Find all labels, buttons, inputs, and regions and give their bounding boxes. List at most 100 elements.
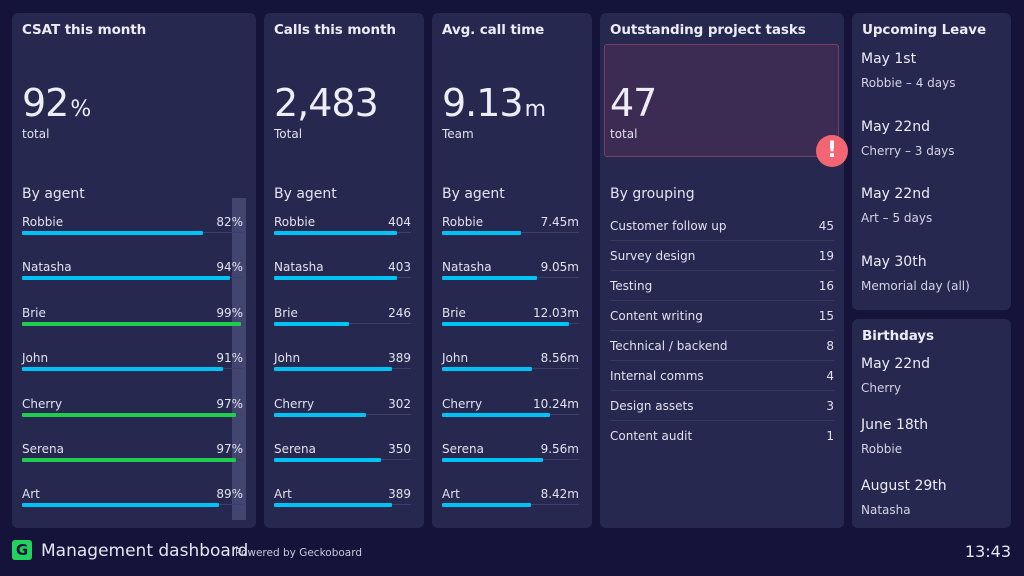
agent-value: 404 bbox=[388, 215, 411, 229]
item-date: June 18th bbox=[861, 417, 929, 433]
birthday-item: June 18th Robbie bbox=[861, 417, 928, 456]
bar-fill bbox=[274, 412, 366, 417]
avg-call-value: 9.13m bbox=[442, 81, 547, 125]
agent-value: 94% bbox=[216, 260, 243, 275]
panel-title: Upcoming Leave bbox=[862, 22, 986, 38]
agent-name: John bbox=[22, 351, 49, 366]
bar-row: Robbie 7.45m bbox=[442, 215, 579, 235]
group-row: Technical / backend 8 bbox=[610, 331, 834, 361]
group-name: Internal comms bbox=[610, 368, 704, 383]
csat-value: 92% bbox=[22, 81, 92, 125]
agent-name: Cherry bbox=[274, 396, 315, 411]
bar-row: Brie 12.03m bbox=[442, 306, 579, 326]
exclamation-icon: ! bbox=[816, 135, 848, 167]
csat-unit: % bbox=[70, 97, 92, 122]
bar-fill bbox=[274, 503, 393, 508]
agent-value: 97% bbox=[216, 396, 243, 411]
group-value: 16 bbox=[818, 278, 834, 293]
panel-title: CSAT this month bbox=[22, 22, 147, 38]
avg-call-sub: Team bbox=[442, 127, 474, 141]
bar-row: Robbie 404 bbox=[274, 215, 411, 235]
agent-name: Robbie bbox=[442, 215, 484, 229]
agent-value: 8.42m bbox=[540, 487, 579, 502]
agent-value: 389 bbox=[388, 351, 411, 366]
bar-row: Cherry 10.24m bbox=[442, 397, 579, 417]
panel-title: Calls this month bbox=[274, 22, 396, 38]
bar-fill bbox=[22, 367, 224, 372]
leave-item: May 22nd Art – 5 days bbox=[861, 186, 932, 225]
agent-value: 9.56m bbox=[540, 442, 579, 456]
bar-row: Art 389 bbox=[274, 487, 411, 508]
csat-sub: total bbox=[22, 127, 50, 141]
bar-fill bbox=[442, 412, 550, 417]
bar-row: John 8.56m bbox=[442, 351, 579, 372]
bar-row: Brie 99% bbox=[22, 306, 243, 326]
item-date: May 30th bbox=[861, 253, 927, 270]
birthday-item: August 29th Natasha bbox=[861, 478, 947, 517]
agent-value: 99% bbox=[216, 305, 243, 320]
group-value: 4 bbox=[826, 368, 834, 383]
group-name: Testing bbox=[610, 278, 653, 293]
section-label: By agent bbox=[442, 186, 505, 202]
geckoboard-logo-icon: G bbox=[12, 540, 32, 560]
bar-fill bbox=[274, 367, 393, 372]
agent-value: 403 bbox=[388, 260, 411, 275]
bar-fill bbox=[274, 231, 397, 235]
panel-title: Outstanding project tasks bbox=[610, 22, 806, 38]
agent-name: Natasha bbox=[442, 260, 492, 275]
tasks-value: 47 bbox=[610, 81, 657, 125]
bar-fill bbox=[274, 321, 349, 326]
agent-name: John bbox=[442, 351, 469, 366]
agent-value: 350 bbox=[388, 442, 411, 456]
bar-fill bbox=[442, 458, 543, 462]
agent-value: 389 bbox=[388, 487, 411, 502]
item-description: Cherry – 3 days bbox=[861, 143, 955, 158]
bar-row: Art 8.42m bbox=[442, 487, 579, 508]
agent-value: 91% bbox=[216, 351, 243, 366]
bar-row: John 389 bbox=[274, 351, 411, 372]
item-date: May 1st bbox=[861, 51, 917, 67]
leave-item: May 22nd Cherry – 3 days bbox=[861, 119, 955, 158]
agent-value: 246 bbox=[388, 305, 411, 320]
tasks-panel: Outstanding project tasks 47 total ! By … bbox=[600, 13, 848, 528]
agent-value: 8.56m bbox=[540, 351, 579, 366]
group-name: Content writing bbox=[610, 308, 703, 323]
bar-row: Art 89% bbox=[22, 487, 243, 508]
bar-row: Robbie 82% bbox=[22, 215, 243, 235]
agent-name: Natasha bbox=[22, 260, 72, 275]
bar-row: Cherry 302 bbox=[274, 397, 411, 417]
agent-name: Brie bbox=[274, 305, 298, 320]
item-description: Robbie – 4 days bbox=[861, 76, 956, 90]
agent-value: 89% bbox=[216, 487, 243, 502]
leave-item: May 1st Robbie – 4 days bbox=[861, 51, 956, 90]
bar-row: Natasha 9.05m bbox=[442, 260, 579, 281]
agent-value: 82% bbox=[216, 215, 243, 229]
bar-row: Serena 97% bbox=[22, 442, 243, 462]
group-row: Customer follow up 45 bbox=[610, 211, 834, 241]
avg-call-panel: Avg. call time 9.13m Team By agent Robbi… bbox=[432, 13, 592, 528]
group-value: 3 bbox=[826, 398, 834, 413]
bar-row: Serena 9.56m bbox=[442, 442, 579, 462]
bar-fill bbox=[22, 276, 230, 281]
powered-by-text: Powered by Geckoboard bbox=[235, 547, 363, 559]
agent-name: Cherry bbox=[22, 396, 63, 411]
group-name: Content audit bbox=[610, 429, 693, 443]
group-row: Internal comms 4 bbox=[610, 361, 834, 391]
group-row: Testing 16 bbox=[610, 271, 834, 301]
agent-value: 7.45m bbox=[540, 215, 579, 229]
item-description: Natasha bbox=[861, 503, 911, 517]
item-description: Memorial day (all) bbox=[861, 278, 970, 293]
agent-name: Robbie bbox=[274, 215, 316, 229]
bar-fill bbox=[442, 503, 531, 508]
bar-fill bbox=[22, 458, 237, 462]
group-value: 15 bbox=[818, 308, 834, 323]
bar-fill bbox=[442, 231, 521, 235]
csat-panel: CSAT this month 92% total By agent Robbi… bbox=[12, 13, 256, 528]
agent-name: Art bbox=[442, 487, 460, 502]
panel-title: Birthdays bbox=[862, 328, 934, 344]
bar-row: Serena 350 bbox=[274, 442, 411, 462]
group-name: Design assets bbox=[610, 398, 694, 413]
bar-row: John 91% bbox=[22, 351, 243, 372]
item-description: Art – 5 days bbox=[861, 211, 933, 225]
agent-name: Brie bbox=[22, 305, 46, 320]
